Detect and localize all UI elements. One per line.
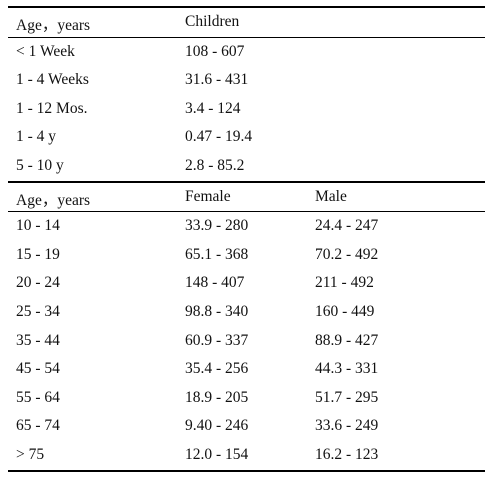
age-column-header: Age，years xyxy=(16,191,91,209)
age-cell: 1 - 4 y xyxy=(16,128,57,146)
table-row: 35 - 44 60.9 - 337 88.9 - 427 xyxy=(8,327,485,356)
children-cell: 108 - 607 xyxy=(185,42,245,60)
table-row: 1 - 12 Mos. 3.4 - 124 xyxy=(8,95,485,124)
female-cell: 9.40 - 246 xyxy=(185,417,249,435)
male-column-header: Male xyxy=(315,187,347,205)
table-row: 25 - 34 98.8 - 340 160 - 449 xyxy=(8,298,485,327)
section-divider-rule xyxy=(8,180,485,183)
age-cell: 55 - 64 xyxy=(16,388,60,406)
age-cell: 35 - 44 xyxy=(16,331,60,349)
table-row: < 1 Week 108 - 607 xyxy=(8,38,485,67)
age-cell: 25 - 34 xyxy=(16,302,60,320)
adult-rows: 10 - 14 33.9 - 280 24.4 - 247 15 - 19 65… xyxy=(8,212,485,469)
table-row: > 75 12.0 - 154 16.2 - 123 xyxy=(8,441,485,470)
children-cell: 31.6 - 431 xyxy=(185,71,249,89)
age-cell: 45 - 54 xyxy=(16,360,60,378)
adult-header-rule xyxy=(8,211,485,213)
age-cell: 10 - 14 xyxy=(16,217,60,235)
female-cell: 148 - 407 xyxy=(185,274,245,292)
female-cell: 18.9 - 205 xyxy=(185,388,249,406)
adult-header-row: Age，years Female Male xyxy=(8,183,485,212)
table-row: 1 - 4 Weeks 31.6 - 431 xyxy=(8,66,485,95)
female-cell: 35.4 - 256 xyxy=(185,360,249,378)
age-cell: 15 - 19 xyxy=(16,245,60,263)
male-cell: 44.3 - 331 xyxy=(315,360,379,378)
female-cell: 60.9 - 337 xyxy=(185,331,249,349)
table-row: 55 - 64 18.9 - 205 51.7 - 295 xyxy=(8,384,485,413)
male-cell: 160 - 449 xyxy=(315,302,375,320)
age-column-header: Age，years xyxy=(16,17,91,34)
age-cell: 65 - 74 xyxy=(16,417,60,435)
age-cell: 1 - 12 Mos. xyxy=(16,99,88,117)
children-cell: 0.47 - 19.4 xyxy=(185,128,253,146)
male-cell: 211 - 492 xyxy=(315,274,374,292)
age-cell: > 75 xyxy=(16,445,45,463)
female-cell: 33.9 - 280 xyxy=(185,217,249,235)
children-column-header: Children xyxy=(185,13,240,30)
table-row: 1 - 4 y 0.47 - 19.4 xyxy=(8,123,485,152)
male-cell: 33.6 - 249 xyxy=(315,417,379,435)
female-cell: 12.0 - 154 xyxy=(185,445,249,463)
age-cell: 5 - 10 y xyxy=(16,156,64,174)
female-column-header: Female xyxy=(185,187,231,205)
bottom-rule xyxy=(8,469,485,472)
female-cell: 65.1 - 368 xyxy=(185,245,249,263)
children-cell: 2.8 - 85.2 xyxy=(185,156,245,174)
table-row: 10 - 14 33.9 - 280 24.4 - 247 xyxy=(8,212,485,241)
male-cell: 70.2 - 492 xyxy=(315,245,379,263)
age-cell: 1 - 4 Weeks xyxy=(16,71,89,89)
table-row: 15 - 19 65.1 - 368 70.2 - 492 xyxy=(8,241,485,270)
male-cell: 24.4 - 247 xyxy=(315,217,379,235)
male-cell: 16.2 - 123 xyxy=(315,445,379,463)
male-cell: 51.7 - 295 xyxy=(315,388,379,406)
children-rows: < 1 Week 108 - 607 1 - 4 Weeks 31.6 - 43… xyxy=(8,38,485,181)
children-header-row: Age，years Children xyxy=(8,8,485,37)
age-cell: 20 - 24 xyxy=(16,274,60,292)
table-row: 45 - 54 35.4 - 256 44.3 - 331 xyxy=(8,355,485,384)
age-cell: < 1 Week xyxy=(16,42,75,60)
table-row: 5 - 10 y 2.8 - 85.2 xyxy=(8,152,485,181)
children-header-rule xyxy=(8,36,485,38)
children-cell: 3.4 - 124 xyxy=(185,99,241,117)
table-row: 20 - 24 148 - 407 211 - 492 xyxy=(8,269,485,298)
table-row: 65 - 74 9.40 - 246 33.6 - 249 xyxy=(8,412,485,441)
reference-range-table: Age，years Children < 1 Week 108 - 607 1 … xyxy=(8,6,485,472)
male-cell: 88.9 - 427 xyxy=(315,331,379,349)
female-cell: 98.8 - 340 xyxy=(185,302,249,320)
top-rule xyxy=(8,6,485,8)
